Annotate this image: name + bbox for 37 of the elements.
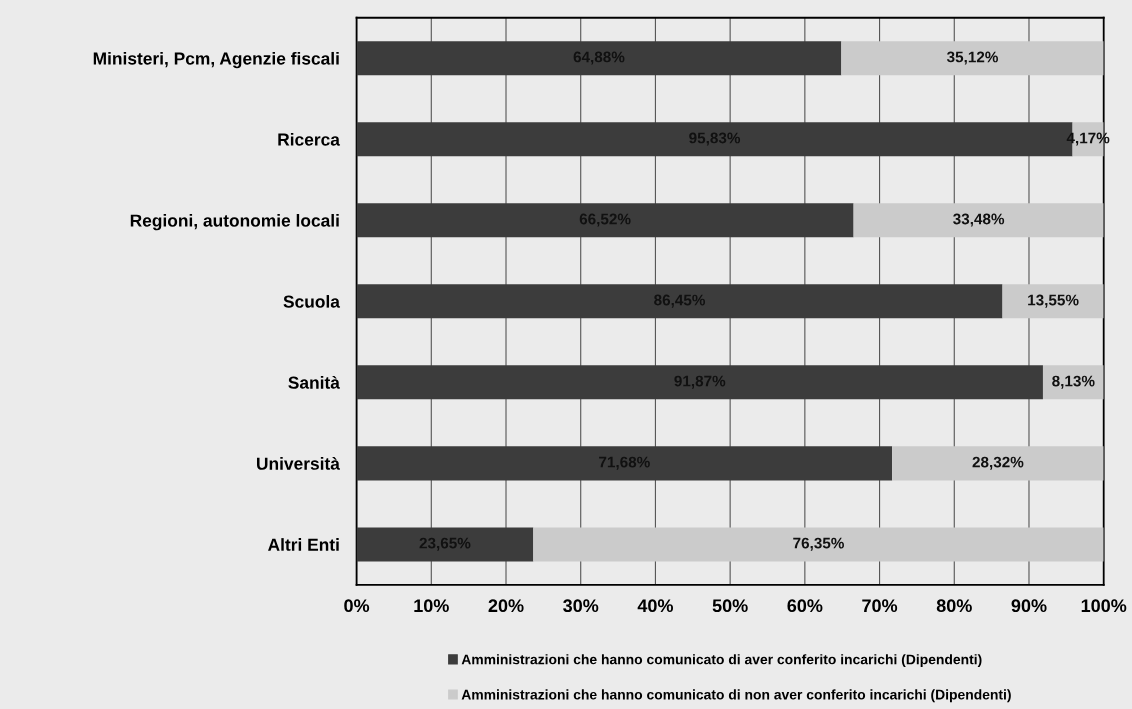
x-tick-label: 20% bbox=[488, 599, 524, 613]
bar bbox=[1002, 284, 1104, 319]
data-label: 76,35% bbox=[793, 537, 844, 551]
x-tick-label: 50% bbox=[712, 599, 748, 613]
x-tick-label: 0% bbox=[344, 599, 370, 613]
y-tick-label: Scuola bbox=[283, 295, 341, 308]
y-tick-label: Sanità bbox=[288, 375, 340, 389]
data-label: 35,12% bbox=[946, 51, 999, 65]
bar bbox=[356, 284, 1003, 319]
bar bbox=[356, 203, 854, 238]
x-tick-label: 60% bbox=[787, 599, 823, 613]
bar bbox=[356, 446, 893, 481]
y-tick-label: Ministeri, Pcm, Agenzie fiscali bbox=[93, 51, 339, 69]
y-tick-label: Ricerca bbox=[278, 132, 341, 146]
x-tick-label: 100% bbox=[1081, 599, 1127, 613]
x-tick-label: 30% bbox=[563, 599, 599, 613]
data-label: 33,48% bbox=[953, 213, 1005, 227]
bar bbox=[892, 446, 1104, 481]
x-tick-label: 70% bbox=[862, 599, 898, 613]
data-label: 28,32% bbox=[972, 456, 1024, 470]
y-tick-label: Altri Enti bbox=[268, 538, 339, 551]
data-label: 8,13% bbox=[1052, 375, 1095, 389]
x-tick-label: 10% bbox=[414, 599, 449, 613]
y-tick-label: Regioni, autonomie locali bbox=[130, 214, 339, 231]
bar bbox=[356, 527, 534, 562]
x-tick-label: 40% bbox=[637, 599, 674, 613]
x-tick-label: 90% bbox=[1011, 599, 1047, 613]
bar bbox=[853, 203, 1104, 238]
y-tick-label: Università bbox=[257, 456, 340, 470]
bar bbox=[841, 41, 1104, 76]
legend-label: Amministrazioni che hanno comunicato di non aver conferito incarichi (Dipendenti) bbox=[461, 689, 1011, 703]
legend-label: Amministrazioni che hanno comunicato di aver conferito incarichi (Dipendenti) bbox=[461, 654, 982, 668]
bar bbox=[533, 527, 1104, 562]
bar bbox=[356, 41, 842, 76]
bar bbox=[356, 365, 1043, 400]
data-label: 13,55% bbox=[1028, 294, 1079, 308]
x-tick-label: 80% bbox=[936, 599, 972, 613]
